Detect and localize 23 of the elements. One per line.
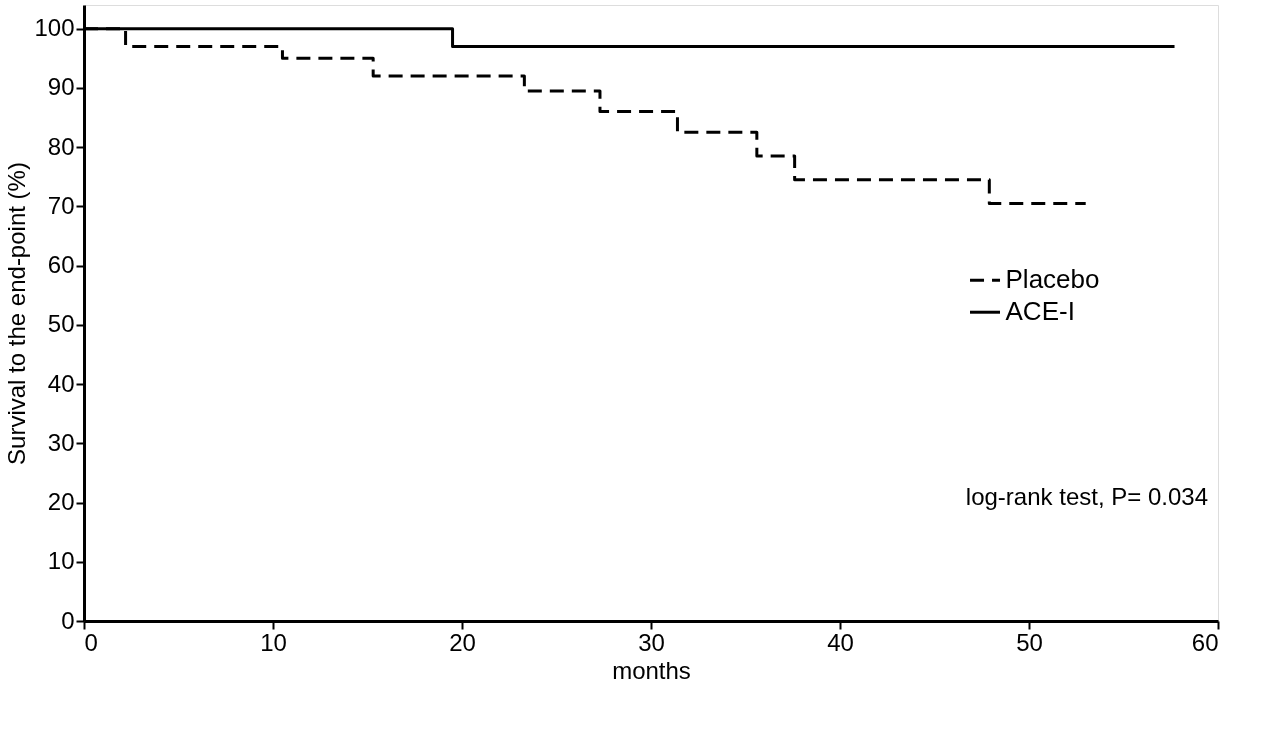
y-tick-label: 50 (47, 310, 75, 338)
y-tick-label: 100 (34, 14, 75, 42)
y-axis-title: Survival to the end-point (%) (3, 162, 31, 465)
y-tick-label: 20 (47, 488, 75, 516)
y-tick-label: 70 (47, 191, 75, 219)
y-tick-label: 0 (61, 606, 75, 634)
legend-label: Placebo (1005, 264, 1100, 295)
y-tick-label: 10 (47, 547, 75, 575)
legend-label: ACE-I (1005, 296, 1075, 327)
x-tick-label: 20 (449, 628, 476, 656)
y-tick-label: 80 (47, 132, 75, 160)
y-tick-label: 90 (47, 73, 75, 101)
y-tick-label: 40 (47, 369, 75, 397)
x-tick-label: 30 (638, 628, 665, 656)
x-axis-title: months (612, 656, 691, 684)
x-tick-label: 40 (827, 628, 854, 656)
y-tick-label: 30 (47, 428, 75, 456)
annotation: log-rank test, P= 0.034 (965, 482, 1208, 510)
x-tick-label: 0 (84, 628, 98, 656)
y-tick-label: 60 (47, 251, 75, 279)
x-tick-label: 60 (1191, 628, 1219, 656)
x-tick-label: 10 (260, 628, 287, 656)
x-tick-label: 50 (1016, 628, 1043, 656)
